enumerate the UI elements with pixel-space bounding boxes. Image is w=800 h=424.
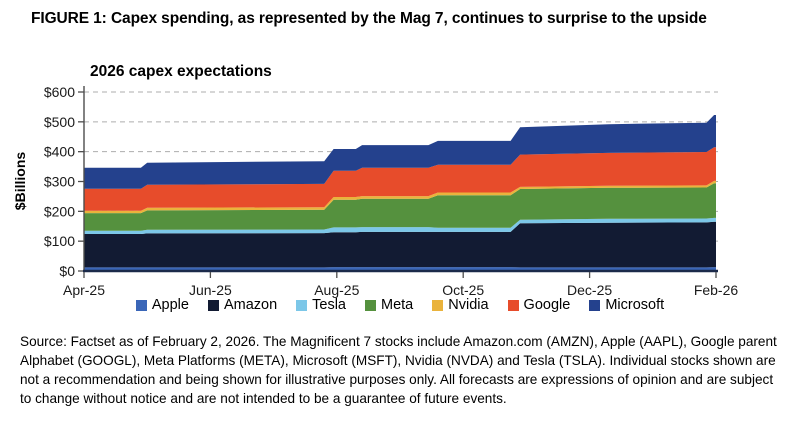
x-tick-label: Dec-25 xyxy=(567,282,612,298)
legend-item-nvidia: Nvidia xyxy=(432,297,489,313)
area-nvidia xyxy=(84,180,716,214)
area-meta xyxy=(84,183,716,231)
capex-chart: 2026 capex expectations $Billions $0 $100… xyxy=(0,58,800,320)
legend-swatch-amazon xyxy=(207,299,219,311)
legend-label: Microsoft xyxy=(605,297,665,313)
legend-label: Tesla xyxy=(312,297,346,313)
y-tick-label: $200 xyxy=(44,203,75,219)
figure-title: FIGURE 1: Capex spending, as represented… xyxy=(31,10,707,27)
y-tick-label: $600 xyxy=(44,84,75,100)
source-note: Source: Factset as of February 2, 2026. … xyxy=(20,334,777,406)
area-google xyxy=(84,147,716,211)
legend-swatch-microsoft xyxy=(589,299,601,311)
x-tick-label: Aug-25 xyxy=(314,282,359,298)
legend-swatch-google xyxy=(507,299,519,311)
stacked-area-plot: $0 $100 $200 $300 $400 $500 $600 Apr-25 Jun-25 Au… xyxy=(44,84,739,298)
legend-swatch-tesla xyxy=(296,299,308,311)
legend-label: Meta xyxy=(381,297,414,313)
legend-item-amazon: Amazon xyxy=(207,297,278,313)
legend-swatch-nvidia xyxy=(432,299,444,311)
x-tick-label: Jun-25 xyxy=(189,282,232,298)
y-tick-label: $500 xyxy=(44,114,75,130)
legend-item-apple: Apple xyxy=(135,297,189,313)
legend-label: Nvidia xyxy=(448,297,489,313)
legend-item-tesla: Tesla xyxy=(296,297,346,313)
legend-item-microsoft: Microsoft xyxy=(589,297,664,313)
chart-legend: Apple Amazon Tesla Meta Nvidia Google Microsof… xyxy=(15,296,785,314)
legend-item-google: Google xyxy=(507,297,571,313)
chart-title: 2026 capex expectations xyxy=(90,63,272,80)
y-tick-label: $0 xyxy=(59,263,75,279)
legend-label: Amazon xyxy=(223,297,278,313)
legend-swatch-meta xyxy=(365,299,376,311)
legend-label: Apple xyxy=(151,297,189,313)
area-microsoft xyxy=(84,115,716,189)
x-tick-label: Oct-25 xyxy=(442,282,484,298)
area-tesla xyxy=(84,217,716,234)
x-tick-label: Apr-25 xyxy=(63,282,105,298)
area-amazon xyxy=(84,221,716,268)
y-tick-label: $300 xyxy=(44,174,75,190)
y-tick-label: $400 xyxy=(44,144,75,160)
legend-label: Google xyxy=(523,297,571,313)
legend-swatch-apple xyxy=(135,299,147,311)
y-tick-label: $100 xyxy=(44,233,75,249)
legend-item-meta: Meta xyxy=(365,297,413,313)
x-tick-label: Feb-26 xyxy=(694,282,739,298)
